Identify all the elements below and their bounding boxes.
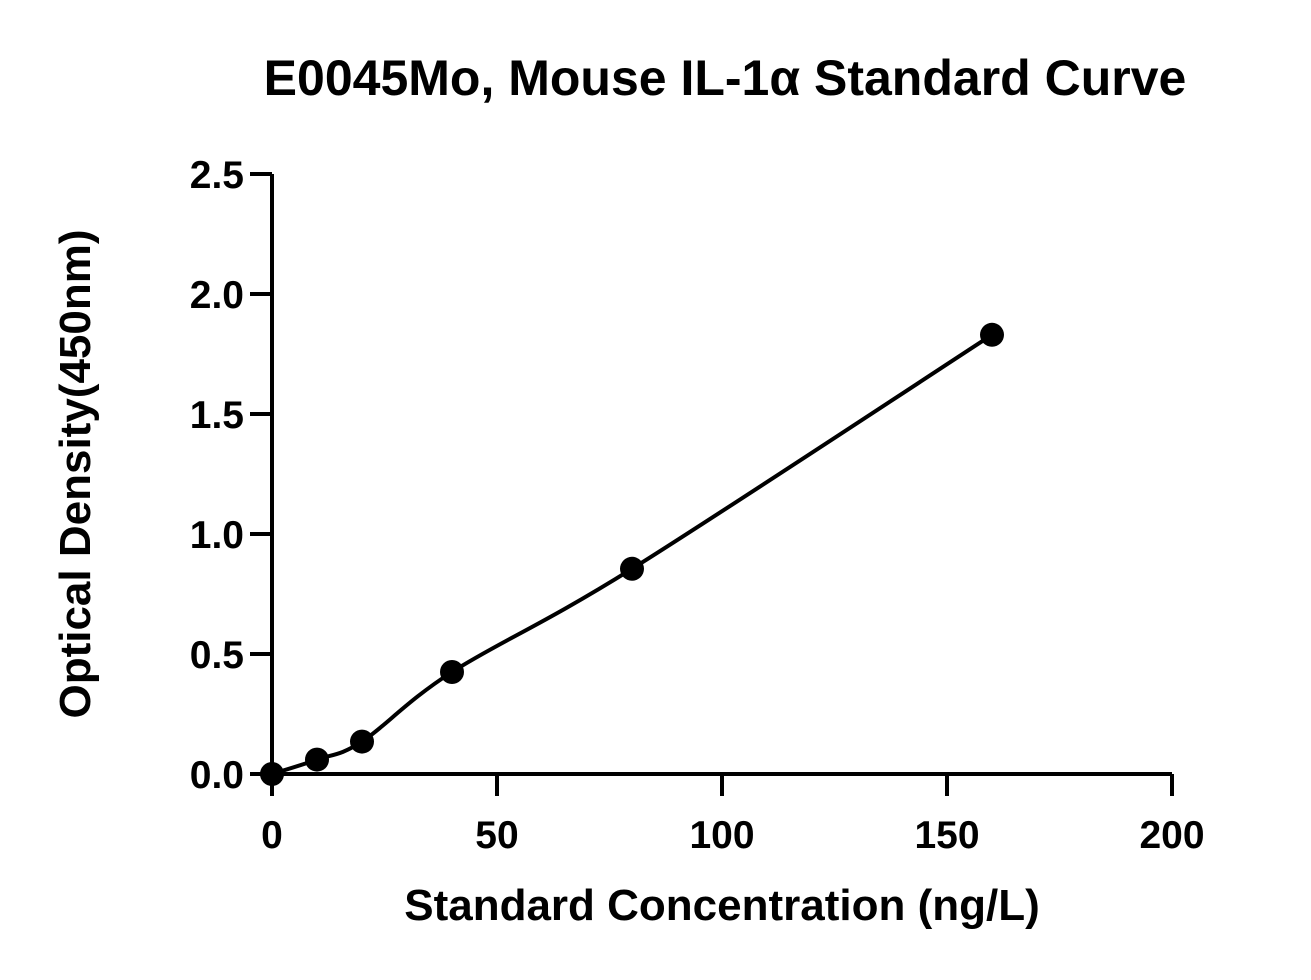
x-tick-label: 0: [261, 814, 283, 857]
chart-title: E0045Mo, Mouse IL-1α Standard Curve: [264, 50, 1187, 106]
y-tick-label: 2.5: [190, 154, 244, 197]
y-tick-label: 1.0: [190, 514, 244, 557]
x-tick-label: 200: [1139, 814, 1204, 857]
y-tick-label: 0.5: [190, 634, 244, 677]
x-tick-label: 50: [475, 814, 518, 857]
data-point: [440, 660, 464, 684]
y-axis-label: Optical Density(450nm): [51, 229, 100, 718]
data-point: [305, 747, 329, 772]
plot-area: 0 50 100 150 200 0.0 0.5 1.0 1.5 2.0 2.5: [190, 154, 1205, 857]
data-point: [980, 322, 1004, 347]
x-tick-label: 150: [914, 814, 979, 857]
y-tick-label: 1.5: [190, 394, 244, 437]
data-point: [260, 762, 284, 786]
x-tick-label: 100: [689, 814, 754, 857]
data-point: [350, 729, 374, 754]
fit-curve: [271, 333, 994, 776]
data-point: [620, 556, 644, 581]
y-tick-label: 2.0: [190, 274, 244, 317]
x-axis-label: Standard Concentration (ng/L): [404, 881, 1040, 930]
y-tick-label: 0.0: [190, 754, 244, 797]
